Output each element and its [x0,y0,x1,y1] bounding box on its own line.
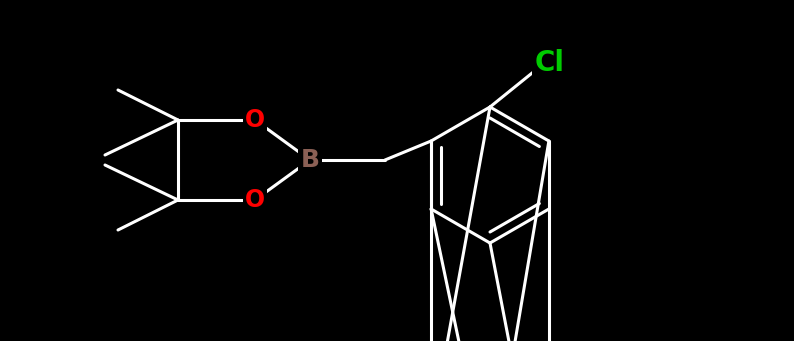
Text: O: O [245,188,265,212]
Text: O: O [245,108,265,132]
Text: B: B [300,148,319,172]
Text: Cl: Cl [535,49,565,77]
